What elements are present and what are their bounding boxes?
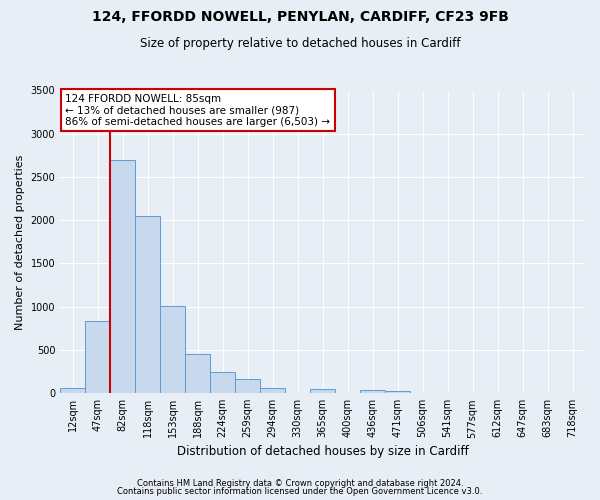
Bar bbox=[160, 306, 185, 393]
Bar bbox=[110, 160, 135, 393]
Text: 124, FFORDD NOWELL, PENYLAN, CARDIFF, CF23 9FB: 124, FFORDD NOWELL, PENYLAN, CARDIFF, CF… bbox=[92, 10, 508, 24]
Bar bbox=[185, 354, 210, 393]
Bar bbox=[60, 388, 85, 393]
Bar bbox=[260, 388, 285, 393]
Bar bbox=[85, 320, 110, 393]
Text: Contains HM Land Registry data © Crown copyright and database right 2024.: Contains HM Land Registry data © Crown c… bbox=[137, 478, 463, 488]
Bar bbox=[360, 390, 385, 393]
Y-axis label: Number of detached properties: Number of detached properties bbox=[15, 154, 25, 330]
Bar bbox=[210, 372, 235, 393]
Bar bbox=[135, 216, 160, 393]
Text: Size of property relative to detached houses in Cardiff: Size of property relative to detached ho… bbox=[140, 38, 460, 51]
Bar bbox=[385, 391, 410, 393]
Bar bbox=[310, 389, 335, 393]
Bar bbox=[235, 380, 260, 393]
Text: 124 FFORDD NOWELL: 85sqm
← 13% of detached houses are smaller (987)
86% of semi-: 124 FFORDD NOWELL: 85sqm ← 13% of detach… bbox=[65, 94, 331, 126]
X-axis label: Distribution of detached houses by size in Cardiff: Distribution of detached houses by size … bbox=[177, 444, 469, 458]
Text: Contains public sector information licensed under the Open Government Licence v3: Contains public sector information licen… bbox=[118, 487, 482, 496]
